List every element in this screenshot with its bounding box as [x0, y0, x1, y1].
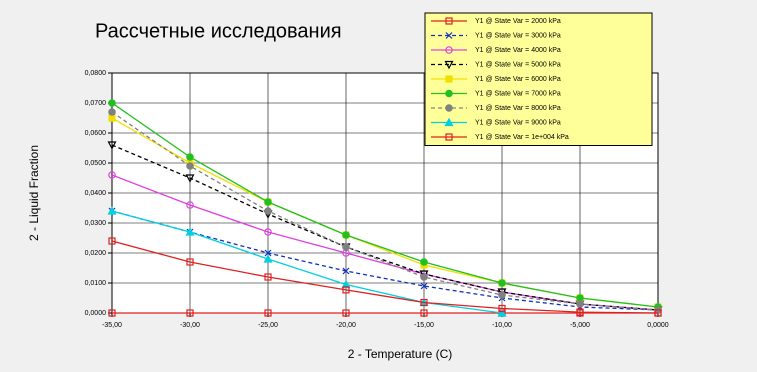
- marker: [264, 228, 272, 236]
- marker: [576, 308, 584, 316]
- legend-label: Y1 @ State Var = 7000 kPa: [475, 90, 561, 97]
- y-tick-label: 0,0200: [85, 250, 107, 257]
- y-tick-label: 0,0300: [85, 220, 107, 227]
- marker: [342, 267, 350, 275]
- y-tick-label: 0,0800: [85, 70, 107, 77]
- x-tick-label: 0,0000: [647, 322, 669, 329]
- marker: [445, 32, 453, 39]
- marker: [185, 174, 195, 183]
- marker: [444, 117, 454, 127]
- marker: [498, 304, 506, 313]
- marker: [186, 162, 194, 170]
- marker: [107, 141, 117, 150]
- marker: [108, 171, 116, 179]
- marker: [185, 227, 195, 236]
- marker: [342, 286, 350, 294]
- marker: [264, 207, 272, 215]
- y-tick-label: 0,0400: [85, 190, 107, 197]
- legend-label: Y1 @ State Var = 5000 kPa: [475, 61, 561, 68]
- marker: [445, 75, 453, 83]
- series-line: [111, 102, 659, 308]
- marker: [342, 231, 350, 239]
- marker: [420, 309, 428, 317]
- x-tick-label: -10,00: [492, 322, 512, 329]
- marker: [107, 206, 117, 215]
- series-line: [111, 210, 659, 311]
- marker: [420, 273, 428, 281]
- x-tick-label: -30,00: [180, 322, 200, 329]
- chart-title: Рассчетные исследования: [95, 20, 342, 42]
- y-tick-label: 0,0700: [85, 100, 107, 107]
- legend-label: Y1 @ State Var = 6000 kPa: [475, 76, 561, 83]
- legend-label: Y1 @ State Var = 2000 kPa: [475, 18, 561, 25]
- y-tick-label: 0,0100: [85, 280, 107, 287]
- marker: [186, 153, 194, 161]
- marker: [186, 258, 194, 266]
- series-line: [111, 111, 659, 311]
- x-tick-label: -5,000: [570, 322, 590, 329]
- y-tick-label: 0,0000: [85, 310, 107, 317]
- marker: [445, 46, 453, 54]
- legend-label: Y1 @ State Var = 4000 kPa: [475, 47, 561, 54]
- marker: [420, 298, 428, 307]
- legend-label: Y1 @ State Var = 1e+004 kPa: [475, 134, 569, 141]
- legend-label: Y1 @ State Var = 3000 kPa: [475, 32, 561, 39]
- marker: [498, 291, 506, 299]
- x-tick-label: -25,00: [258, 322, 278, 329]
- marker: [264, 198, 272, 206]
- marker: [341, 279, 351, 289]
- marker: [264, 249, 272, 257]
- marker: [186, 201, 194, 209]
- legend-label: Y1 @ State Var = 9000 kPa: [475, 119, 561, 126]
- marker: [445, 89, 453, 98]
- marker: [186, 309, 194, 317]
- marker: [108, 114, 116, 122]
- marker: [108, 309, 116, 317]
- marker: [263, 254, 273, 263]
- x-tick-label: -15,00: [414, 322, 434, 329]
- y-axis-label: 2 - Liquid Fraction: [27, 145, 41, 241]
- series-line: [111, 210, 503, 314]
- marker: [445, 17, 453, 25]
- x-tick-label: -20,00: [336, 322, 356, 329]
- marker: [108, 108, 116, 116]
- marker: [420, 258, 428, 266]
- marker: [420, 282, 428, 290]
- marker: [108, 237, 116, 245]
- marker: [654, 309, 662, 317]
- marker: [264, 273, 272, 281]
- marker: [497, 308, 507, 317]
- y-tick-label: 0,0600: [85, 130, 107, 137]
- marker: [342, 309, 350, 317]
- x-axis-label: 2 - Temperature (C): [348, 347, 452, 361]
- marker: [498, 279, 506, 287]
- marker: [342, 243, 350, 251]
- marker: [576, 300, 584, 308]
- x-tick-label: -35,00: [102, 322, 122, 329]
- y-tick-label: 0,0500: [85, 160, 107, 167]
- legend-label: Y1 @ State Var = 8000 kPa: [475, 105, 561, 112]
- legend: Y1 @ State Var = 2000 kPa Y1 @ State Var …: [424, 12, 653, 146]
- series-line: [111, 240, 659, 314]
- marker: [444, 60, 454, 70]
- marker: [445, 104, 453, 112]
- marker: [264, 309, 272, 317]
- marker: [445, 133, 453, 141]
- marker: [108, 99, 116, 107]
